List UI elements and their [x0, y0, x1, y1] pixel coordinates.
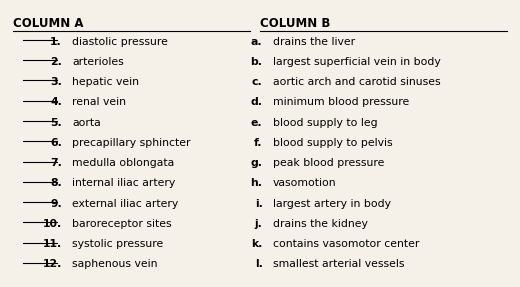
Text: 1.: 1. [50, 36, 62, 46]
Text: 4.: 4. [50, 97, 62, 107]
Text: baroreceptor sites: baroreceptor sites [72, 219, 172, 229]
Text: internal iliac artery: internal iliac artery [72, 179, 175, 188]
Text: d.: d. [251, 97, 263, 107]
Text: g.: g. [251, 158, 263, 168]
Text: h.: h. [251, 179, 263, 188]
Text: aorta: aorta [72, 118, 101, 128]
Text: c.: c. [252, 77, 263, 87]
Text: contains vasomotor center: contains vasomotor center [273, 239, 419, 249]
Text: smallest arterial vessels: smallest arterial vessels [273, 259, 405, 269]
Text: f.: f. [254, 138, 263, 148]
Text: 10.: 10. [43, 219, 62, 229]
Text: diastolic pressure: diastolic pressure [72, 36, 168, 46]
Text: i.: i. [255, 199, 263, 209]
Text: 9.: 9. [50, 199, 62, 209]
Text: l.: l. [255, 259, 263, 269]
Text: blood supply to pelvis: blood supply to pelvis [273, 138, 393, 148]
Text: COLUMN B: COLUMN B [260, 17, 330, 30]
Text: saphenous vein: saphenous vein [72, 259, 158, 269]
Text: COLUMN A: COLUMN A [13, 17, 84, 30]
Text: aortic arch and carotid sinuses: aortic arch and carotid sinuses [273, 77, 440, 87]
Text: j.: j. [255, 219, 263, 229]
Text: 7.: 7. [50, 158, 62, 168]
Text: 12.: 12. [43, 259, 62, 269]
Text: b.: b. [251, 57, 263, 67]
Text: vasomotion: vasomotion [273, 179, 336, 188]
Text: external iliac artery: external iliac artery [72, 199, 178, 209]
Text: hepatic vein: hepatic vein [72, 77, 139, 87]
Text: largest superficial vein in body: largest superficial vein in body [273, 57, 440, 67]
Text: drains the liver: drains the liver [273, 36, 355, 46]
Text: a.: a. [251, 36, 263, 46]
Text: precapillary sphincter: precapillary sphincter [72, 138, 191, 148]
Text: blood supply to leg: blood supply to leg [273, 118, 378, 128]
Text: medulla oblongata: medulla oblongata [72, 158, 175, 168]
Text: renal vein: renal vein [72, 97, 126, 107]
Text: 8.: 8. [50, 179, 62, 188]
Text: peak blood pressure: peak blood pressure [273, 158, 384, 168]
Text: 5.: 5. [50, 118, 62, 128]
Text: 2.: 2. [50, 57, 62, 67]
Text: 6.: 6. [50, 138, 62, 148]
Text: largest artery in body: largest artery in body [273, 199, 391, 209]
Text: systolic pressure: systolic pressure [72, 239, 163, 249]
Text: k.: k. [251, 239, 263, 249]
Text: arterioles: arterioles [72, 57, 124, 67]
Text: 11.: 11. [43, 239, 62, 249]
Text: drains the kidney: drains the kidney [273, 219, 368, 229]
Text: minimum blood pressure: minimum blood pressure [273, 97, 409, 107]
Text: e.: e. [251, 118, 263, 128]
Text: 3.: 3. [50, 77, 62, 87]
